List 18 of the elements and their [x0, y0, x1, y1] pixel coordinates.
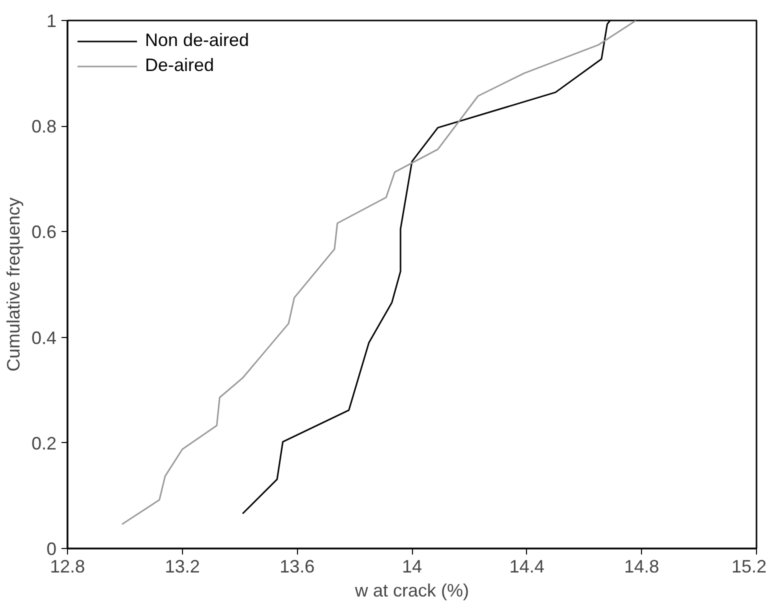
x-tick-label: 15.2 [731, 556, 766, 576]
legend-label: Non de-aired [145, 30, 250, 51]
y-tick-label: 0.6 [31, 222, 57, 242]
y-tick-label: 0.4 [31, 328, 57, 348]
y-tick-label: 0.8 [31, 116, 57, 137]
x-tick-label: 14.4 [509, 556, 544, 576]
x-tick-label: 13.2 [164, 556, 200, 576]
x-tick-label: 14 [402, 556, 422, 576]
y-tick-label: 0.2 [31, 433, 57, 454]
x-tick-label: 14.8 [624, 556, 660, 576]
x-tick-label: 13.6 [280, 556, 315, 576]
y-tick-label: 0 [46, 539, 57, 559]
legend-label: De-aired [145, 55, 214, 76]
y-tick-label: 1 [46, 11, 57, 31]
x-tick-label: 12.8 [50, 556, 86, 576]
x-axis-title: w at crack (%) [354, 580, 470, 600]
y-axis-title: Cumulative frequency [3, 197, 24, 372]
line-series [121, 20, 637, 525]
